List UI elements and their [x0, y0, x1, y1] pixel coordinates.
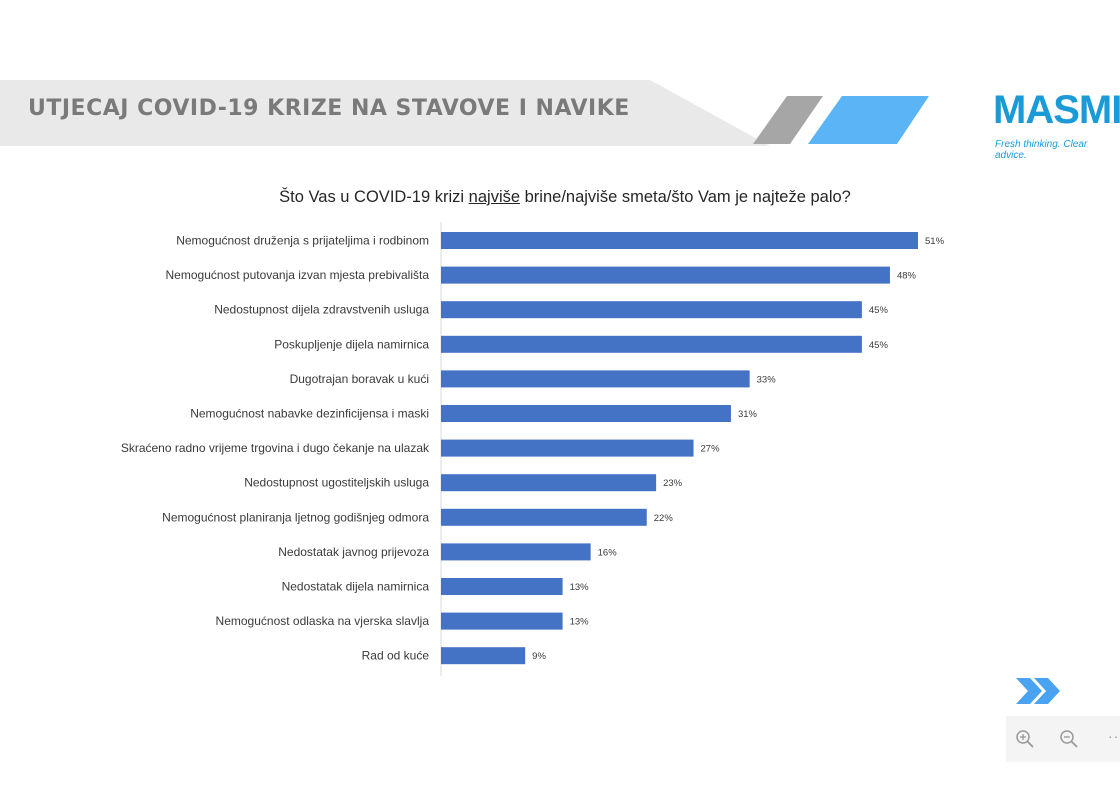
data-label: 31%: [738, 409, 758, 420]
zoom-toolbar: ··: [1006, 716, 1120, 762]
category-label: Nemogućnost putovanja izvan mjesta prebi…: [166, 268, 430, 282]
header-background: [0, 80, 770, 146]
data-label: 13%: [570, 617, 590, 628]
bar: [441, 612, 563, 630]
chart-title-start: Što Vas u COVID-19 krizi: [279, 188, 469, 206]
bar: [441, 647, 526, 665]
bar: [441, 266, 890, 284]
chart-title: Što Vas u COVID-19 krizi najviše brine/n…: [0, 188, 1120, 207]
double-chevron-right-icon[interactable]: [1014, 676, 1064, 706]
bar: [441, 543, 591, 561]
data-label: 51%: [925, 236, 945, 247]
data-label: 45%: [869, 340, 889, 351]
category-label: Nemogućnost druženja s prijateljima i ro…: [176, 234, 429, 248]
bar: [441, 578, 563, 595]
bar: [441, 405, 731, 422]
category-label: Dugotrajan boravak u kući: [290, 372, 429, 386]
chevron-left-part: [1016, 678, 1042, 704]
header-band: [0, 80, 929, 146]
category-label: Nedostupnost dijela zdravstvenih usluga: [214, 303, 429, 317]
zoom-out-icon[interactable]: [1058, 728, 1080, 750]
data-label: 22%: [654, 513, 674, 524]
zoom-in-icon[interactable]: [1014, 728, 1036, 750]
data-label: 33%: [757, 374, 777, 385]
masmi-logo-wordmark: MASMI: [993, 88, 1120, 132]
data-label: 23%: [663, 478, 683, 489]
category-label: Skraćeno radno vrijeme trgovina i dugo č…: [121, 441, 430, 455]
chart-title-underlined: najviše: [468, 188, 521, 206]
bar: [441, 301, 862, 319]
data-label: 16%: [598, 547, 618, 558]
category-label: Rad od kuće: [362, 649, 430, 663]
header-stripe-blue: [808, 96, 929, 144]
bar: [441, 370, 750, 388]
masmi-logo-tagline: Fresh thinking. Clear advice.: [995, 139, 1088, 161]
category-label: Nedostatak javnog prijevoza: [278, 545, 429, 559]
category-label: Nemogućnost odlaska na vjerska slavlja: [216, 614, 430, 628]
category-label: Nedostupnost ugostiteljskih usluga: [244, 476, 429, 490]
data-label: 13%: [570, 582, 590, 593]
category-label: Poskupljenje dijela namirnica: [274, 337, 429, 351]
data-label: 27%: [701, 444, 721, 455]
chevron-right-part: [1034, 678, 1060, 704]
category-label: Nemogućnost nabavke dezinficijensa i mas…: [190, 407, 429, 421]
category-label: Nedostatak dijela namirnica: [282, 580, 430, 594]
bar: [441, 508, 647, 526]
category-label: Nemogućnost planiranja ljetnog godišnjeg…: [162, 510, 429, 524]
header-stripe-gray: [753, 96, 823, 144]
chart-title-end: brine/najviše smeta/što Vam je najteže p…: [520, 188, 851, 206]
bar: [441, 474, 657, 492]
page-title: UTJECAJ COVID-19 KRIZE NA STAVOVE I NAVI…: [28, 96, 630, 121]
data-label: 48%: [897, 271, 917, 282]
bar: [441, 232, 918, 249]
more-options-icon[interactable]: ··: [1108, 728, 1120, 744]
bar: [441, 439, 694, 457]
data-label: 9%: [532, 651, 546, 662]
bar-chart: Nemogućnost druženja s prijateljima i ro…: [121, 222, 945, 676]
data-label: 45%: [869, 305, 889, 316]
bar: [441, 335, 862, 353]
